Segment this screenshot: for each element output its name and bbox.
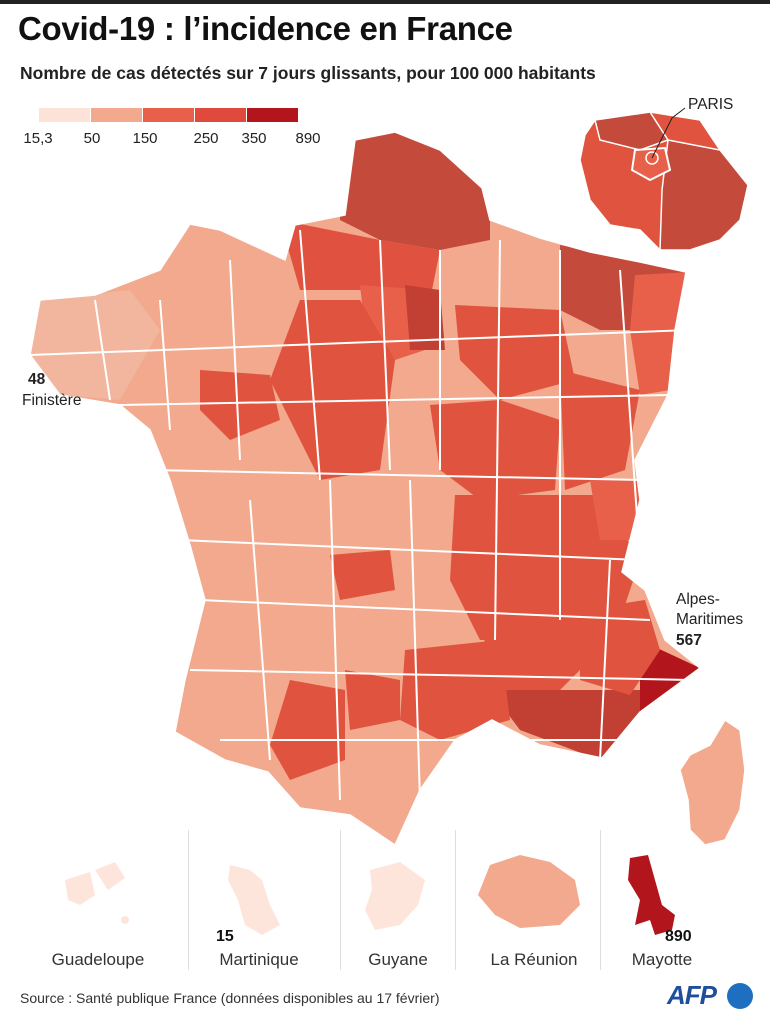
mainland-france (29, 131, 701, 846)
map-title: Covid-19 : l’incidence en France (18, 10, 513, 47)
region-marne (455, 305, 575, 400)
region-tarn (345, 670, 400, 730)
region-haute-garonne (270, 680, 345, 780)
region-bourgogne (430, 400, 560, 500)
afp-logo: AFP (667, 980, 717, 1010)
legend-swatch-4 (195, 108, 246, 122)
alpes-maritimes-line2: Maritimes (676, 611, 744, 628)
region-ardeche (480, 600, 600, 690)
mayotte-value: 890 (665, 928, 692, 945)
corsica (679, 718, 746, 846)
region-picardie (280, 220, 440, 300)
overseas-guadeloupe (65, 862, 129, 924)
legend-tick-5: 350 (241, 130, 267, 147)
region-alsace (630, 272, 690, 395)
guyane-label: Guyane (368, 950, 428, 969)
legend-swatch-3 (143, 108, 194, 122)
legend-swatch-5 (247, 108, 298, 122)
overseas-la-reunion (478, 855, 580, 928)
source-note: Source : Santé publique France (données … (20, 990, 440, 1006)
map-subtitle: Nombre de cas détectés sur 7 jours gliss… (20, 63, 596, 83)
region-hautes-alpes (580, 600, 660, 695)
legend-tick-4: 250 (193, 130, 219, 147)
martinique-label: Martinique (219, 950, 299, 969)
martinique-value: 15 (216, 928, 234, 945)
guadeloupe-label: Guadeloupe (51, 950, 145, 969)
overseas-divider-2 (340, 830, 341, 970)
region-haute-savoie (590, 480, 645, 540)
legend-swatch-1 (39, 108, 90, 122)
overseas-guyane (365, 862, 425, 930)
region-puy-de-dome (330, 550, 395, 600)
legend-swatch-2 (91, 108, 142, 122)
overseas-divider-1 (188, 830, 189, 970)
top-rule (0, 0, 770, 4)
alpes-maritimes-value: 567 (676, 632, 702, 649)
legend-tick-2: 50 (83, 130, 101, 147)
overseas-mayotte (628, 855, 675, 935)
region-gard (400, 640, 510, 740)
region-paca (490, 690, 650, 760)
paris-inset (579, 107, 749, 251)
paris-label: PARIS (688, 96, 734, 113)
legend-tick-1: 15,3 (23, 130, 53, 147)
overseas-divider-4 (600, 830, 601, 970)
overseas-martinique (228, 865, 280, 935)
afp-logo-dot (727, 983, 753, 1009)
region-seine-et-marne (405, 285, 445, 350)
alpes-maritimes-line1: Alpes- (676, 591, 720, 608)
la-reunion-label: La Réunion (490, 950, 578, 969)
region-franche-comte (560, 370, 640, 490)
legend-tick-6: 890 (295, 130, 321, 147)
finistere-name: Finistère (22, 392, 82, 409)
legend-tick-3: 150 (132, 130, 158, 147)
region-alpes-maritimes (640, 640, 700, 712)
overseas-divider-3 (455, 830, 456, 970)
region-brittany (30, 290, 160, 400)
mayotte-label: Mayotte (631, 950, 693, 969)
finistere-value: 48 (28, 371, 46, 388)
region-sarthe (200, 370, 280, 440)
